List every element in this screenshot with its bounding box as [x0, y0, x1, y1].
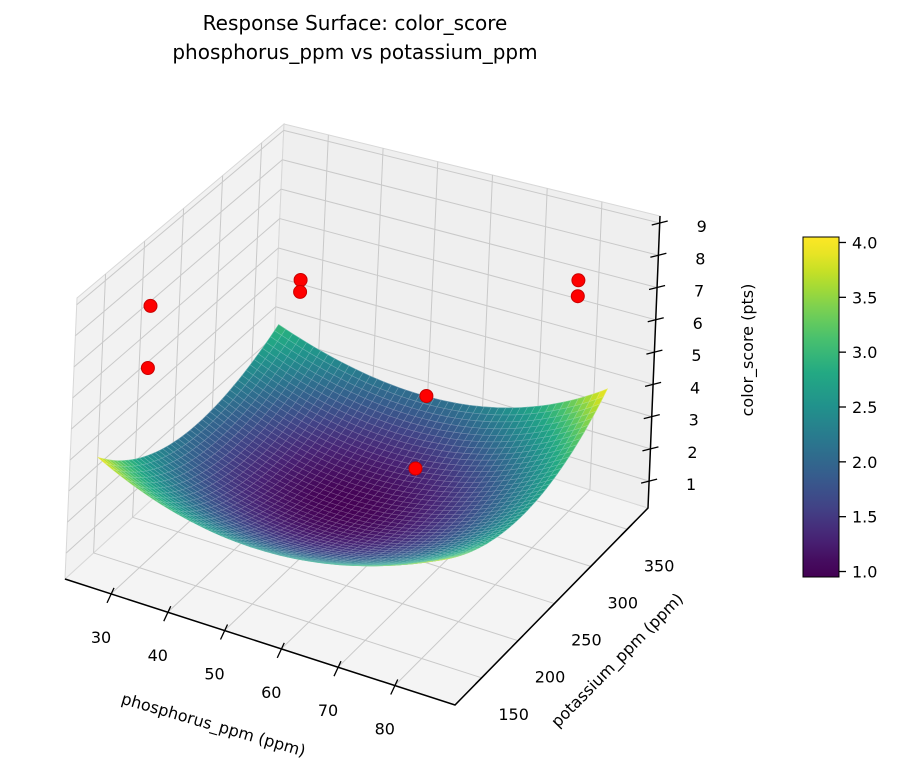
colorbar-ticks: 4.0 3.5 3.0 2.5 2.0 1.5 1.0 — [839, 233, 877, 582]
chart-title-line1: Response Surface: color_score — [203, 11, 508, 35]
x-tick-label: 50 — [204, 665, 224, 684]
chart-title-line2: phosphorus_ppm vs potassium_ppm — [172, 40, 537, 64]
z-tick-label: 3 — [689, 411, 699, 430]
colorbar-tick-label: 1.0 — [852, 563, 877, 582]
scatter-points — [140, 273, 586, 476]
colorbar: 4.0 3.5 3.0 2.5 2.0 1.5 1.0 — [802, 233, 877, 582]
x-tick-label: 30 — [91, 628, 111, 647]
scatter-point — [419, 389, 434, 403]
y-tick-label: 200 — [535, 668, 566, 687]
colorbar-tick-label: 1.5 — [852, 508, 877, 527]
scatter-point — [570, 289, 585, 304]
scatter-point — [293, 273, 308, 287]
colorbar-tick-label: 2.0 — [852, 453, 877, 472]
colorbar-tick-label: 2.5 — [852, 398, 877, 417]
colorbar-gradient — [802, 236, 840, 578]
z-axis-label: color_score (pts) — [738, 284, 758, 417]
scatter-point — [140, 361, 155, 375]
scatter-point — [408, 461, 423, 476]
y-tick-label: 300 — [608, 593, 639, 612]
colorbar-tick-label: 3.5 — [852, 288, 877, 307]
y-tick-label: 350 — [644, 556, 675, 575]
plot-3d-area: 30 40 50 60 70 80 150 200 250 300 350 1 2 3 4 5 6 7 8 9 — [64, 122, 707, 739]
colorbar-tick-label: 4.0 — [852, 233, 877, 252]
y-tick-label: 150 — [498, 705, 529, 724]
scatter-point — [293, 284, 308, 299]
x-tick-label: 80 — [375, 720, 395, 739]
tick-labels: 30 40 50 60 70 80 150 200 250 300 350 1 2 3 4 5 6 7 8 9 — [91, 217, 707, 739]
colorbar-tick-label: 3.0 — [852, 343, 877, 362]
surface-mesh — [97, 324, 609, 567]
y-tick-label: 250 — [571, 631, 602, 650]
scatter-point — [143, 298, 158, 313]
z-tick-label: 4 — [690, 378, 700, 397]
z-tick-label: 5 — [691, 346, 701, 365]
z-tick-label: 2 — [687, 443, 697, 462]
z-tick-label: 1 — [686, 475, 696, 494]
scatter-point — [571, 273, 586, 288]
z-tick-label: 6 — [693, 314, 703, 333]
z-tick-label: 8 — [695, 249, 705, 268]
z-tick-label: 7 — [694, 282, 704, 301]
x-tick-label: 70 — [318, 701, 338, 720]
z-tick-label: 9 — [697, 217, 707, 236]
x-tick-label: 60 — [261, 683, 281, 702]
tick-marks — [106, 220, 668, 695]
x-tick-label: 40 — [148, 646, 168, 665]
